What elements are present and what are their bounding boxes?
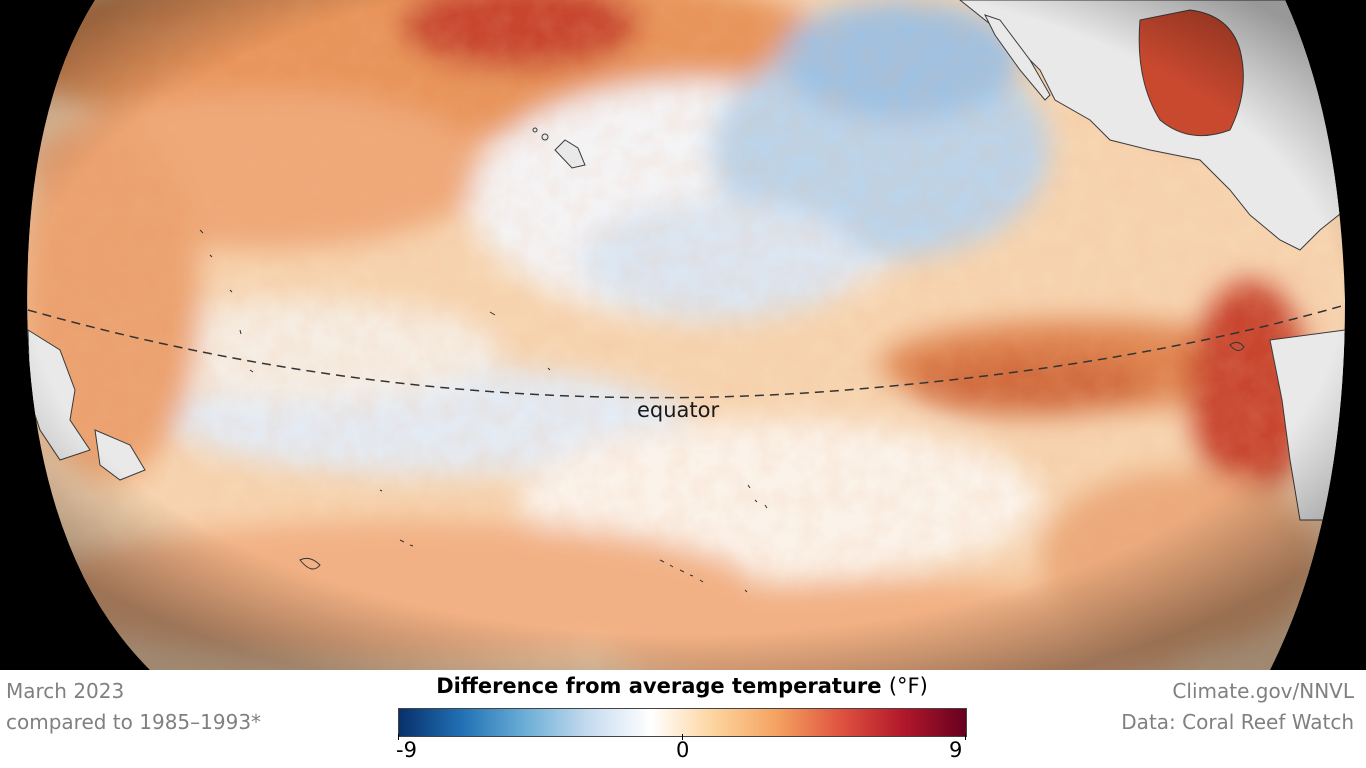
legend-unit: (°F) (888, 674, 928, 698)
footer-left: March 2023 compared to 1985–1993* (6, 676, 261, 738)
legend-title: Difference from average temperature (°F) (398, 674, 966, 698)
baseline-label: compared to 1985–1993* (6, 710, 262, 734)
legend-min-label: -9 (396, 738, 417, 762)
footer-right: Climate.gov/NNVL Data: Coral Reef Watch (1121, 676, 1354, 738)
legend-title-text: Difference from average temperature (436, 674, 882, 698)
tick-max (965, 734, 966, 740)
equator-label: equator (637, 398, 720, 422)
data-credit-label: Data: Coral Reef Watch (1121, 710, 1354, 734)
tick-mid (682, 734, 683, 740)
tick-min (398, 734, 399, 740)
source-label: Climate.gov/NNVL (1172, 679, 1354, 703)
globe-rim-shadow (27, 0, 1346, 670)
color-scale-bar (398, 708, 967, 737)
equator-line (27, 304, 1346, 399)
date-label: March 2023 (6, 679, 125, 703)
legend-mid-label: 0 (676, 738, 690, 762)
legend-max-label: 9 (949, 738, 963, 762)
sea-surface-temperature-map (27, 0, 1346, 670)
globe-graphic (27, 0, 1346, 670)
